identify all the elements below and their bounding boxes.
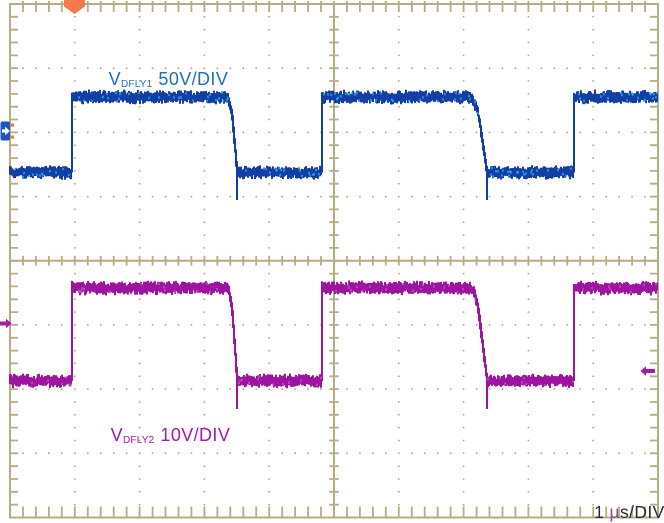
ch2-label: VDFLY2 10V/DIV <box>89 404 230 467</box>
trigger-position-marker <box>64 0 85 14</box>
ch1-label-symbol: V <box>108 69 122 89</box>
VDFLY2-trace-flecks <box>31 282 657 387</box>
ch2-position-marker <box>0 318 12 329</box>
timebase-value: 1 <box>594 502 610 522</box>
ch1-label: VDFLY1 50V/DIV <box>87 48 228 111</box>
VDFLY1-trace-flecks <box>14 91 658 179</box>
ch2-label-symbol: V <box>110 425 124 445</box>
timebase-mu-symbol: µ <box>609 502 620 522</box>
timebase-unit: s/DIV <box>619 502 664 522</box>
graticule-center-axes <box>10 4 658 518</box>
trigger-level-tick-lower <box>10 135 15 139</box>
timebase-label: 1 µs/DIV <box>573 481 664 523</box>
ch2-scale-text: 10V/DIV <box>160 425 231 445</box>
trigger-level-tick-upper <box>10 123 15 127</box>
ch2-right-arrow-marker <box>640 366 655 376</box>
ch1-position-arrow-icon <box>2 126 10 136</box>
ch1-label-subscript: DFLY1 <box>121 79 153 91</box>
ch1-scale-text: 50V/DIV <box>158 69 229 89</box>
ch2-label-subscript: DFLY2 <box>123 435 155 447</box>
